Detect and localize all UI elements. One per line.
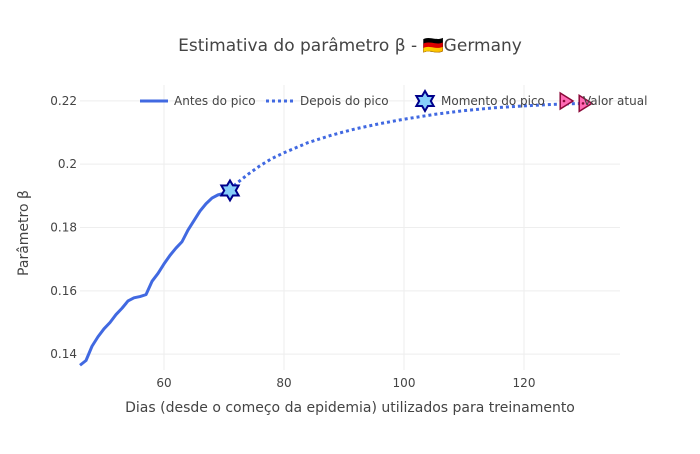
legend-label: Valor atual: [583, 94, 647, 108]
x-tick-label: 120: [513, 376, 536, 390]
legend-label: Depois do pico: [300, 94, 389, 108]
series-lines: [79, 101, 585, 367]
x-axis-label: Dias (desde o começo da epidemia) utiliz…: [125, 400, 575, 416]
current-value-marker: [578, 94, 594, 113]
before-peak-line: [79, 189, 231, 367]
legend-item[interactable]: Valor atual: [559, 91, 647, 111]
series-markers: [219, 94, 594, 203]
legend-label: Momento do pico: [441, 94, 545, 108]
legend-item[interactable]: Depois do pico: [266, 94, 389, 108]
chart-title: Estimativa do parâmetro β - 🇩🇪Germany: [178, 36, 522, 56]
y-tick-label: 0.22: [50, 94, 77, 108]
legend-triangle-icon: [559, 91, 575, 111]
current-value-marker-dot: [581, 102, 585, 105]
y-tick-label: 0.2: [58, 157, 77, 171]
legend[interactable]: Antes do pico Depois do pico Momento do pi…: [140, 89, 647, 113]
y-axis-label: Parâmetro β: [16, 190, 32, 276]
y-tick-label: 0.14: [50, 347, 77, 361]
y-tick-label: 0.16: [50, 284, 77, 298]
x-tick-labels: 60 80 100 120: [156, 376, 535, 390]
y-tick-label: 0.18: [50, 221, 77, 235]
legend-item[interactable]: Antes do pico: [140, 94, 256, 108]
legend-item[interactable]: Momento do pico: [414, 89, 545, 113]
legend-star-icon: [414, 89, 436, 113]
legend-triangle-dot: [562, 99, 566, 103]
legend-label: Antes do pico: [174, 94, 256, 108]
peak-star-marker: [219, 178, 241, 203]
grid-lines: [80, 85, 620, 370]
x-tick-label: 100: [393, 376, 416, 390]
after-peak-line: [228, 101, 585, 192]
x-tick-label: 80: [276, 376, 291, 390]
y-tick-labels: 0.14 0.16 0.18 0.2 0.22: [50, 94, 77, 361]
x-tick-label: 60: [156, 376, 171, 390]
